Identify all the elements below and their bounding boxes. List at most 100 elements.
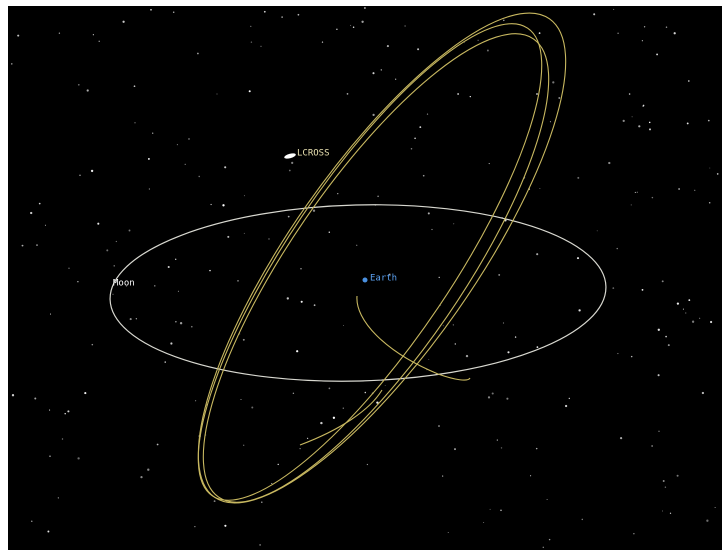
star xyxy=(237,280,238,281)
star xyxy=(708,120,710,122)
star xyxy=(457,93,459,95)
star xyxy=(577,177,579,179)
star xyxy=(597,230,598,231)
star xyxy=(428,212,430,214)
star xyxy=(547,499,548,500)
star xyxy=(243,445,244,446)
star xyxy=(638,125,640,127)
star xyxy=(320,422,322,424)
star xyxy=(300,268,301,269)
star xyxy=(483,522,484,523)
star xyxy=(299,448,300,449)
star xyxy=(271,483,272,484)
star xyxy=(549,539,550,540)
star xyxy=(333,417,335,419)
star xyxy=(79,175,81,177)
star xyxy=(550,121,551,122)
star xyxy=(677,302,679,304)
star xyxy=(663,480,665,482)
star xyxy=(314,304,316,306)
star xyxy=(387,45,389,47)
star xyxy=(224,525,226,527)
star xyxy=(678,188,680,190)
star xyxy=(674,32,676,34)
star xyxy=(372,72,374,74)
star xyxy=(197,53,199,55)
star xyxy=(122,21,124,23)
star xyxy=(97,223,99,225)
star xyxy=(293,393,294,394)
star xyxy=(685,313,686,314)
star xyxy=(87,89,89,91)
star xyxy=(539,188,540,189)
star xyxy=(78,84,80,86)
star xyxy=(565,405,567,407)
star xyxy=(658,431,659,432)
star xyxy=(367,464,368,465)
star xyxy=(593,13,595,15)
star xyxy=(11,63,12,64)
star xyxy=(91,170,93,172)
earth-label: Earth xyxy=(370,274,397,284)
star xyxy=(372,114,374,116)
star xyxy=(170,342,172,344)
star xyxy=(198,176,199,177)
star xyxy=(478,40,479,41)
star xyxy=(537,346,539,348)
star xyxy=(470,96,471,97)
star xyxy=(350,25,351,26)
star xyxy=(652,197,653,198)
star xyxy=(241,399,242,400)
star xyxy=(417,48,419,50)
star xyxy=(36,244,37,245)
star xyxy=(84,392,86,394)
star xyxy=(677,475,679,477)
star xyxy=(670,513,671,514)
star xyxy=(620,437,622,439)
star xyxy=(191,326,193,328)
star xyxy=(329,388,331,390)
star xyxy=(617,32,619,34)
star xyxy=(30,212,32,214)
star xyxy=(717,173,719,175)
star xyxy=(428,359,429,360)
star xyxy=(214,500,216,502)
star xyxy=(195,400,196,401)
star xyxy=(291,162,293,164)
star xyxy=(439,277,440,278)
star xyxy=(490,509,491,510)
star xyxy=(577,257,579,259)
star xyxy=(185,164,186,165)
star xyxy=(92,344,94,346)
star xyxy=(642,289,644,291)
star xyxy=(268,238,269,239)
star xyxy=(217,94,218,95)
star xyxy=(633,533,634,534)
star xyxy=(337,193,338,194)
star xyxy=(49,410,50,411)
star xyxy=(298,14,300,16)
star xyxy=(455,343,456,344)
star xyxy=(631,204,632,205)
star xyxy=(612,287,614,289)
star xyxy=(706,520,708,522)
star xyxy=(134,85,136,87)
star xyxy=(656,53,658,55)
star xyxy=(404,25,405,26)
star xyxy=(687,122,689,124)
star xyxy=(313,210,315,212)
star xyxy=(688,80,690,82)
star xyxy=(336,29,337,30)
star xyxy=(45,225,46,226)
star xyxy=(93,34,94,35)
star xyxy=(536,93,538,95)
star xyxy=(694,190,695,191)
star xyxy=(543,547,544,548)
star xyxy=(423,175,425,177)
star xyxy=(617,353,618,354)
star xyxy=(22,245,24,247)
star xyxy=(668,344,670,346)
earth xyxy=(363,278,368,283)
star xyxy=(260,46,261,47)
star xyxy=(629,93,631,95)
